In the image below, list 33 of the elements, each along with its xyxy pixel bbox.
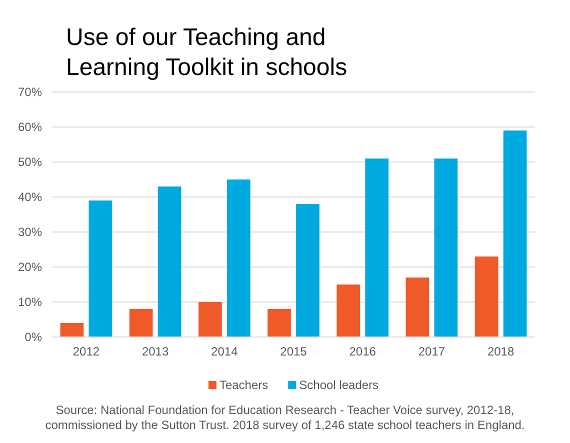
y-tick-label: 20%: [18, 260, 42, 274]
source-note: Source: National Foundation for Education Research - Teacher Voice survey, 2012-18, commissioned by the Sutton Trust. 2018 survey of 1,246 state school teachers in England.: [45, 403, 525, 432]
x-tick-label: 2013: [142, 344, 169, 359]
x-tick-label: 2012: [72, 344, 100, 359]
bar: [406, 278, 430, 337]
bar: [434, 158, 458, 337]
y-tick-label: 10%: [18, 294, 42, 309]
y-tick-label: 50%: [18, 154, 42, 169]
bar: [198, 302, 222, 337]
chart-title: Use of our Teaching and Learning Toolkit in schools: [66, 24, 348, 81]
y-tick-label: 40%: [18, 190, 42, 204]
x-tick-label: 2018: [487, 344, 514, 359]
bar: [60, 323, 84, 337]
legend-label: Teachers: [219, 378, 268, 392]
y-tick-label: 70%: [18, 84, 42, 99]
bar: [158, 186, 182, 337]
x-tick-label: 2016: [349, 344, 376, 359]
y-tick-label: 30%: [18, 224, 42, 239]
bar: [474, 256, 498, 337]
legend-label: School leaders: [299, 378, 379, 392]
bar: [88, 200, 112, 337]
x-tick-label: 2014: [211, 344, 238, 359]
bar: [296, 204, 320, 337]
bar: [365, 158, 389, 337]
bar: [129, 309, 153, 337]
x-tick-label: 2015: [280, 344, 308, 359]
bar: [268, 309, 291, 337]
y-tick-label: 60%: [18, 120, 42, 134]
x-tick-label: 2017: [418, 344, 446, 359]
y-tick-label: 0%: [24, 330, 42, 344]
bar: [503, 130, 527, 337]
bar: [226, 180, 250, 337]
bar: [336, 284, 360, 337]
